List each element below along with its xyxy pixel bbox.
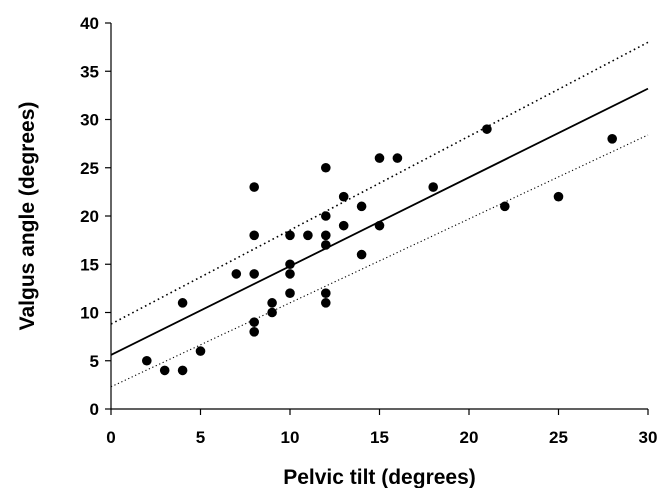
data-point xyxy=(338,220,349,231)
data-point xyxy=(267,298,277,308)
data-point xyxy=(338,191,349,202)
data-point xyxy=(249,317,259,327)
data-point xyxy=(374,220,385,231)
data-point xyxy=(195,346,206,356)
x-tick-label: 5 xyxy=(196,428,205,447)
data-point xyxy=(321,298,331,308)
y-tick-label: 0 xyxy=(90,400,99,419)
data-point xyxy=(392,153,403,163)
data-point xyxy=(249,182,259,192)
confidence-line xyxy=(110,41,649,325)
x-tick-label: 20 xyxy=(460,428,479,447)
data-point xyxy=(285,259,295,270)
data-points xyxy=(142,124,617,376)
y-tick-label: 25 xyxy=(80,159,99,178)
data-point xyxy=(267,307,277,318)
data-point xyxy=(285,269,295,279)
data-point xyxy=(303,230,313,241)
data-point xyxy=(321,230,331,241)
y-tick-label: 15 xyxy=(80,255,99,274)
data-point xyxy=(374,153,385,163)
data-point xyxy=(177,298,188,308)
x-axis-ticks: 0 5 10 15 20 25 30 xyxy=(106,409,657,447)
x-tick-label: 30 xyxy=(639,428,658,447)
data-point xyxy=(321,288,331,299)
y-tick-label: 5 xyxy=(90,352,99,371)
confidence-line xyxy=(110,134,649,388)
y-axis-title: Valgus angle (degrees) xyxy=(16,102,39,331)
x-tick-label: 15 xyxy=(370,428,389,447)
data-point xyxy=(321,162,331,173)
y-tick-label: 10 xyxy=(80,304,99,323)
data-point xyxy=(428,182,439,192)
y-tick-label: 35 xyxy=(80,62,99,81)
y-tick-label: 20 xyxy=(80,207,99,226)
data-point xyxy=(177,365,188,376)
regression-lines xyxy=(110,41,649,388)
data-point xyxy=(356,249,367,260)
data-point xyxy=(249,327,259,337)
data-point xyxy=(249,269,259,279)
data-point xyxy=(500,201,510,212)
x-tick-label: 10 xyxy=(281,428,300,447)
data-point xyxy=(142,355,152,366)
x-axis-title: Pelvic tilt (degrees) xyxy=(283,466,476,488)
x-tick-label: 25 xyxy=(549,428,568,447)
plot-area xyxy=(110,23,648,410)
data-point xyxy=(482,124,492,134)
data-point xyxy=(356,201,367,212)
data-point xyxy=(249,230,259,241)
data-point xyxy=(159,365,170,376)
data-point xyxy=(607,134,617,144)
y-tick-label: 30 xyxy=(80,111,99,130)
x-tick-label: 0 xyxy=(106,428,115,447)
data-point xyxy=(231,269,242,279)
data-point xyxy=(321,211,331,221)
data-point xyxy=(285,230,295,241)
y-tick-label: 40 xyxy=(80,14,99,33)
data-point xyxy=(285,288,295,299)
y-axis-ticks: 0 5 10 15 20 25 30 35 40 xyxy=(80,14,111,419)
data-point xyxy=(553,191,564,202)
data-point xyxy=(321,240,331,250)
